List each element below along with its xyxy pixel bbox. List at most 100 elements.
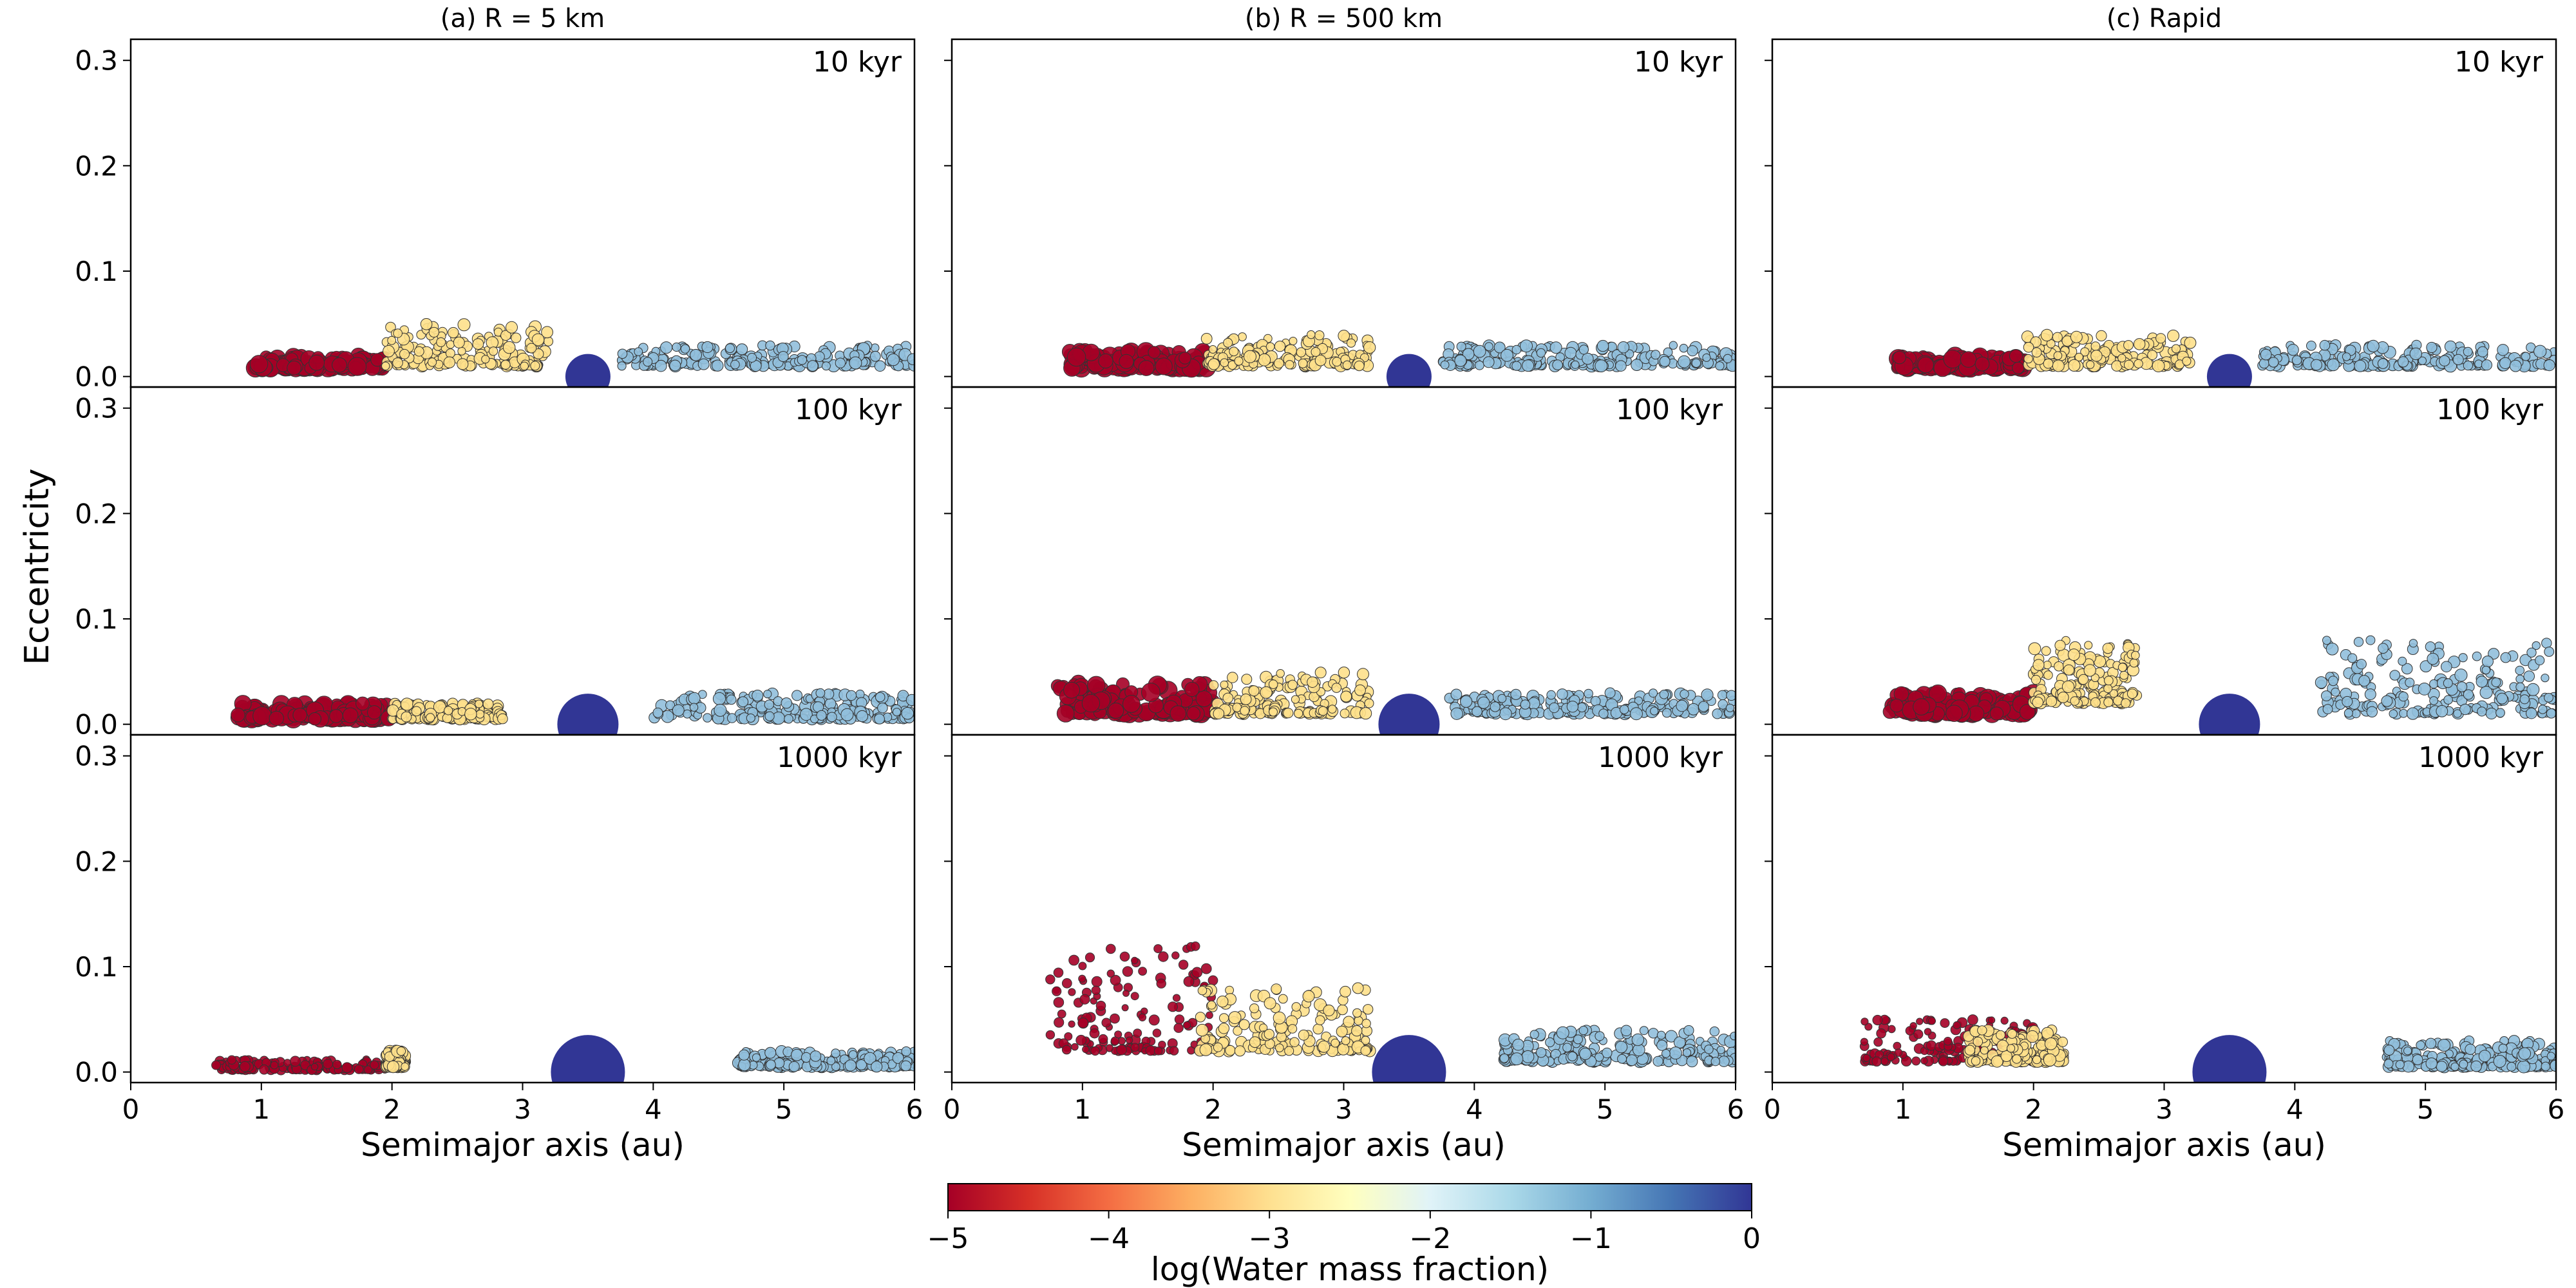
wet-particle xyxy=(1718,1056,1730,1067)
wet-particle xyxy=(2425,641,2436,652)
time-label: 1000 kyr xyxy=(1598,741,1723,774)
mid-particle xyxy=(475,699,484,708)
mid-particle xyxy=(1234,356,1244,366)
wet-particle xyxy=(1499,707,1512,721)
wet-particle xyxy=(1521,1050,1535,1063)
dry-particle xyxy=(1916,1018,1924,1025)
panel-frame xyxy=(129,38,916,388)
dry-particle xyxy=(323,1059,334,1069)
wet-particle xyxy=(815,688,826,698)
wet-particle xyxy=(1710,1057,1721,1066)
dry-particle xyxy=(1054,1017,1065,1028)
wet-particle xyxy=(1535,1047,1547,1058)
mid-particle xyxy=(1315,1015,1325,1025)
wet-particle xyxy=(2478,1050,2491,1063)
wet-particle xyxy=(784,714,793,724)
mid-particle xyxy=(1338,330,1350,342)
dry-particle xyxy=(1148,1014,1160,1026)
mid-particle xyxy=(1361,1019,1371,1028)
mid-particle xyxy=(386,1060,400,1074)
dry-particle xyxy=(1089,1028,1100,1039)
mid-particle xyxy=(482,698,494,710)
time-label: 100 kyr xyxy=(1616,393,1723,426)
wet-particle xyxy=(2481,665,2491,675)
wet-particle xyxy=(652,707,663,718)
wet-particle xyxy=(1440,360,1450,370)
x-tick-label: 5 xyxy=(2417,1094,2434,1125)
dry-particle xyxy=(308,712,321,726)
mid-particle xyxy=(2103,684,2113,694)
wet-particle xyxy=(2328,676,2338,687)
jupiter-marker xyxy=(557,694,619,735)
dry-particle xyxy=(1170,705,1187,722)
dry-particle xyxy=(1158,951,1169,962)
wet-particle xyxy=(2377,358,2389,369)
mid-particle xyxy=(1227,672,1238,683)
wet-particle xyxy=(1676,699,1688,712)
x-tick-label: 5 xyxy=(1596,1094,1614,1125)
wet-particle xyxy=(1475,360,1484,370)
mid-particle xyxy=(1352,1008,1362,1018)
dry-particle xyxy=(1172,994,1181,1002)
dry-particle xyxy=(1057,1009,1066,1019)
wet-particle xyxy=(2477,346,2488,357)
dry-particle xyxy=(1114,1030,1122,1039)
y-axis-label: Eccentricity xyxy=(18,468,57,665)
mid-particle xyxy=(2121,698,2131,708)
y-tick-label: 0.1 xyxy=(75,951,118,983)
mid-particle xyxy=(1327,705,1337,714)
dry-particle xyxy=(1087,676,1106,695)
wet-particle xyxy=(2344,708,2353,718)
wet-particle xyxy=(2401,663,2413,675)
mid-particle xyxy=(2012,1054,2022,1064)
dry-particle xyxy=(1920,1057,1928,1065)
wet-particle xyxy=(2450,1062,2459,1072)
wet-particle xyxy=(1656,1030,1666,1040)
wet-particle xyxy=(777,351,789,363)
dry-particle xyxy=(1206,1011,1213,1019)
x-tick-label: 6 xyxy=(1727,1094,1745,1125)
dry-particle xyxy=(1110,974,1121,986)
wet-particle xyxy=(2458,653,2468,663)
wet-particle xyxy=(849,356,862,370)
mid-particle xyxy=(502,341,516,354)
mid-particle xyxy=(411,706,422,717)
panel-b-1: 100 kyr xyxy=(944,386,1737,736)
mid-particle xyxy=(1213,708,1225,719)
wet-particle xyxy=(1557,688,1568,700)
dry-particle xyxy=(1106,943,1116,954)
wet-particle xyxy=(1460,695,1473,708)
mid-particle xyxy=(1964,1045,1976,1056)
dry-particle xyxy=(269,710,284,726)
mid-particle xyxy=(2074,352,2084,362)
wet-particle xyxy=(2426,341,2438,354)
mid-particle xyxy=(1338,667,1350,679)
wet-particle xyxy=(905,694,914,706)
dry-particle xyxy=(1168,1001,1178,1012)
dry-particle xyxy=(1105,1044,1114,1052)
wet-particle xyxy=(746,714,755,723)
dry-particle xyxy=(1045,974,1056,985)
wet-particle xyxy=(1484,342,1493,351)
wet-particle xyxy=(2398,691,2409,702)
wet-particle xyxy=(1698,701,1709,712)
dry-particle xyxy=(1122,989,1130,997)
colorbar-tick-label: −2 xyxy=(1409,1222,1451,1255)
dry-particle xyxy=(1861,1018,1869,1026)
wet-particle xyxy=(874,714,885,724)
jupiter-marker xyxy=(1386,354,1432,387)
mid-particle xyxy=(1244,350,1256,363)
dry-particle xyxy=(1061,978,1072,989)
wet-particle xyxy=(1579,1047,1592,1060)
dry-particle xyxy=(354,1065,364,1074)
mid-particle xyxy=(2117,354,2126,363)
wet-particle xyxy=(2420,660,2432,672)
mid-particle xyxy=(1264,997,1276,1010)
mid-particle xyxy=(436,337,446,347)
dry-particle xyxy=(1153,1046,1163,1056)
mid-particle xyxy=(428,357,437,367)
mid-particle xyxy=(2043,1053,2057,1067)
wet-particle xyxy=(2476,676,2488,688)
wet-particle xyxy=(856,710,869,723)
dry-particle xyxy=(1184,681,1200,697)
